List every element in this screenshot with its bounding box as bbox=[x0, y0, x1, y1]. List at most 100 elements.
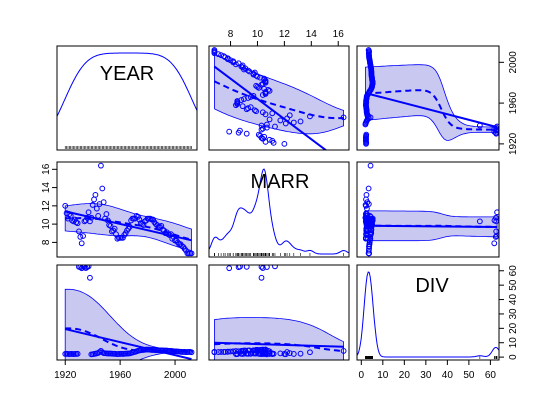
data-point bbox=[257, 347, 264, 353]
panel-frame bbox=[56, 45, 198, 151]
tick-label: 10 bbox=[377, 370, 389, 381]
density-curve-marr bbox=[209, 168, 349, 255]
density-curve-div bbox=[357, 271, 499, 358]
data-point bbox=[238, 97, 245, 103]
data-point bbox=[88, 214, 95, 221]
regression-line bbox=[213, 65, 328, 150]
data-point bbox=[98, 162, 104, 169]
data-point bbox=[253, 108, 260, 115]
data-point bbox=[242, 347, 249, 354]
data-point bbox=[363, 191, 370, 198]
data-point bbox=[297, 118, 304, 125]
data-point bbox=[122, 230, 129, 237]
data-point bbox=[272, 123, 278, 130]
tick-label: 12 bbox=[41, 200, 52, 212]
data-point bbox=[71, 216, 78, 223]
data-point bbox=[266, 116, 273, 123]
data-point bbox=[493, 233, 499, 239]
tick-label: 1960 bbox=[508, 92, 519, 115]
tick-label: 20 bbox=[508, 322, 519, 334]
data-point bbox=[286, 112, 293, 119]
data-point bbox=[277, 117, 284, 124]
tick-label: 40 bbox=[508, 294, 519, 306]
data-point bbox=[78, 240, 85, 247]
data-point bbox=[307, 349, 313, 356]
tick-label: 20 bbox=[399, 370, 411, 381]
data-point bbox=[234, 351, 241, 357]
tick-label: 8 bbox=[228, 29, 234, 40]
data-point bbox=[87, 218, 93, 225]
density-curves bbox=[57, 52, 499, 358]
data-point bbox=[226, 128, 233, 135]
data-point bbox=[263, 121, 270, 128]
data-point bbox=[230, 58, 237, 65]
data-point bbox=[93, 205, 100, 212]
data-point bbox=[243, 130, 250, 137]
data-point bbox=[150, 216, 156, 223]
data-point bbox=[286, 350, 293, 356]
panel-frame bbox=[208, 264, 350, 361]
data-point bbox=[266, 87, 273, 94]
data-point bbox=[476, 122, 483, 129]
data-point bbox=[250, 93, 257, 99]
data-point bbox=[62, 202, 69, 209]
tick-label: 0 bbox=[359, 370, 365, 381]
tick-label: 16 bbox=[333, 29, 345, 40]
data-point bbox=[258, 126, 265, 133]
data-point bbox=[111, 225, 118, 232]
tick-label: 30 bbox=[508, 308, 519, 320]
tick-label: 50 bbox=[508, 279, 519, 291]
panel-frame bbox=[356, 161, 500, 258]
data-point bbox=[119, 234, 126, 241]
data-point bbox=[365, 185, 372, 192]
data-point bbox=[251, 107, 258, 114]
data-point bbox=[230, 348, 237, 355]
data-point bbox=[235, 265, 242, 271]
data-point bbox=[251, 347, 258, 354]
data-point bbox=[80, 233, 86, 239]
regression-line bbox=[365, 92, 498, 129]
data-point bbox=[84, 214, 91, 221]
data-point bbox=[257, 132, 264, 139]
tick-label: 12 bbox=[279, 29, 291, 40]
data-point bbox=[239, 348, 246, 354]
data-point bbox=[269, 137, 276, 144]
data-point bbox=[82, 217, 89, 224]
variable-labels: YEAR MARR DIV bbox=[100, 63, 450, 297]
smoother-line bbox=[213, 80, 344, 120]
data-point bbox=[258, 265, 265, 270]
data-point bbox=[253, 82, 260, 89]
tick-label: 60 bbox=[485, 370, 497, 381]
data-point bbox=[251, 69, 258, 76]
data-point bbox=[259, 265, 266, 271]
smoother-line bbox=[365, 89, 498, 131]
data-point bbox=[277, 350, 284, 357]
density-curve-year bbox=[57, 52, 197, 117]
data-point bbox=[494, 123, 499, 130]
data-point bbox=[243, 265, 250, 270]
data-point bbox=[367, 162, 374, 169]
data-point bbox=[77, 265, 84, 271]
tick-label: 16 bbox=[41, 163, 52, 175]
data-point bbox=[476, 218, 483, 225]
axes: 1920 1960 2000 0 10 20 30 40 50 60 8 10 12 14 16 8 10 12 1… bbox=[41, 29, 519, 381]
data-point bbox=[282, 120, 289, 127]
data-point bbox=[261, 75, 268, 82]
data-point bbox=[63, 210, 70, 217]
data-point bbox=[247, 104, 254, 111]
data-point bbox=[258, 274, 265, 281]
data-point bbox=[255, 350, 262, 357]
data-point bbox=[365, 250, 372, 257]
data-point bbox=[85, 209, 92, 216]
data-point bbox=[220, 53, 227, 60]
scatter-points bbox=[62, 47, 499, 358]
data-point bbox=[255, 131, 262, 138]
data-point bbox=[493, 214, 499, 221]
data-point bbox=[239, 64, 246, 71]
data-point bbox=[239, 103, 246, 110]
tick-label: 10 bbox=[41, 218, 52, 230]
data-point bbox=[218, 52, 225, 59]
tick-label: 14 bbox=[306, 29, 318, 40]
data-point bbox=[218, 349, 225, 355]
